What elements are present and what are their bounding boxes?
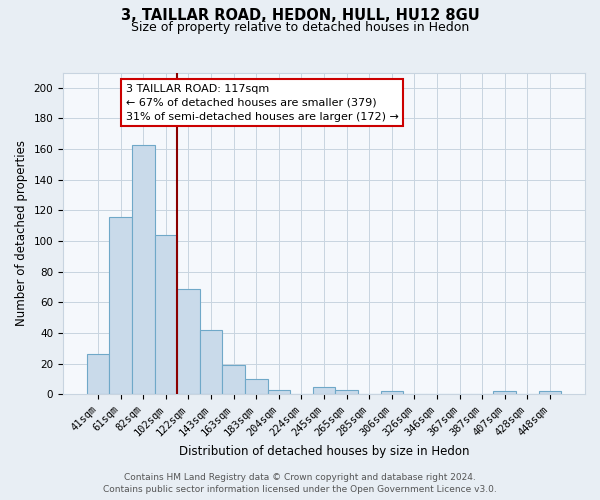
Bar <box>155 235 177 394</box>
Bar <box>380 391 403 394</box>
Text: 3 TAILLAR ROAD: 117sqm
← 67% of detached houses are smaller (379)
31% of semi-de: 3 TAILLAR ROAD: 117sqm ← 67% of detached… <box>125 84 398 122</box>
Bar <box>109 216 132 394</box>
Text: Size of property relative to detached houses in Hedon: Size of property relative to detached ho… <box>131 21 469 34</box>
Bar <box>223 365 245 394</box>
Bar <box>313 386 335 394</box>
Bar <box>177 288 200 394</box>
Bar <box>268 390 290 394</box>
Text: 3, TAILLAR ROAD, HEDON, HULL, HU12 8GU: 3, TAILLAR ROAD, HEDON, HULL, HU12 8GU <box>121 8 479 23</box>
Text: Contains HM Land Registry data © Crown copyright and database right 2024.
Contai: Contains HM Land Registry data © Crown c… <box>103 473 497 494</box>
Bar <box>132 144 155 394</box>
Bar <box>87 354 109 394</box>
Y-axis label: Number of detached properties: Number of detached properties <box>15 140 28 326</box>
Bar <box>335 390 358 394</box>
Bar <box>539 391 561 394</box>
X-axis label: Distribution of detached houses by size in Hedon: Distribution of detached houses by size … <box>179 444 469 458</box>
Bar <box>200 330 223 394</box>
Bar <box>245 379 268 394</box>
Bar <box>493 391 516 394</box>
